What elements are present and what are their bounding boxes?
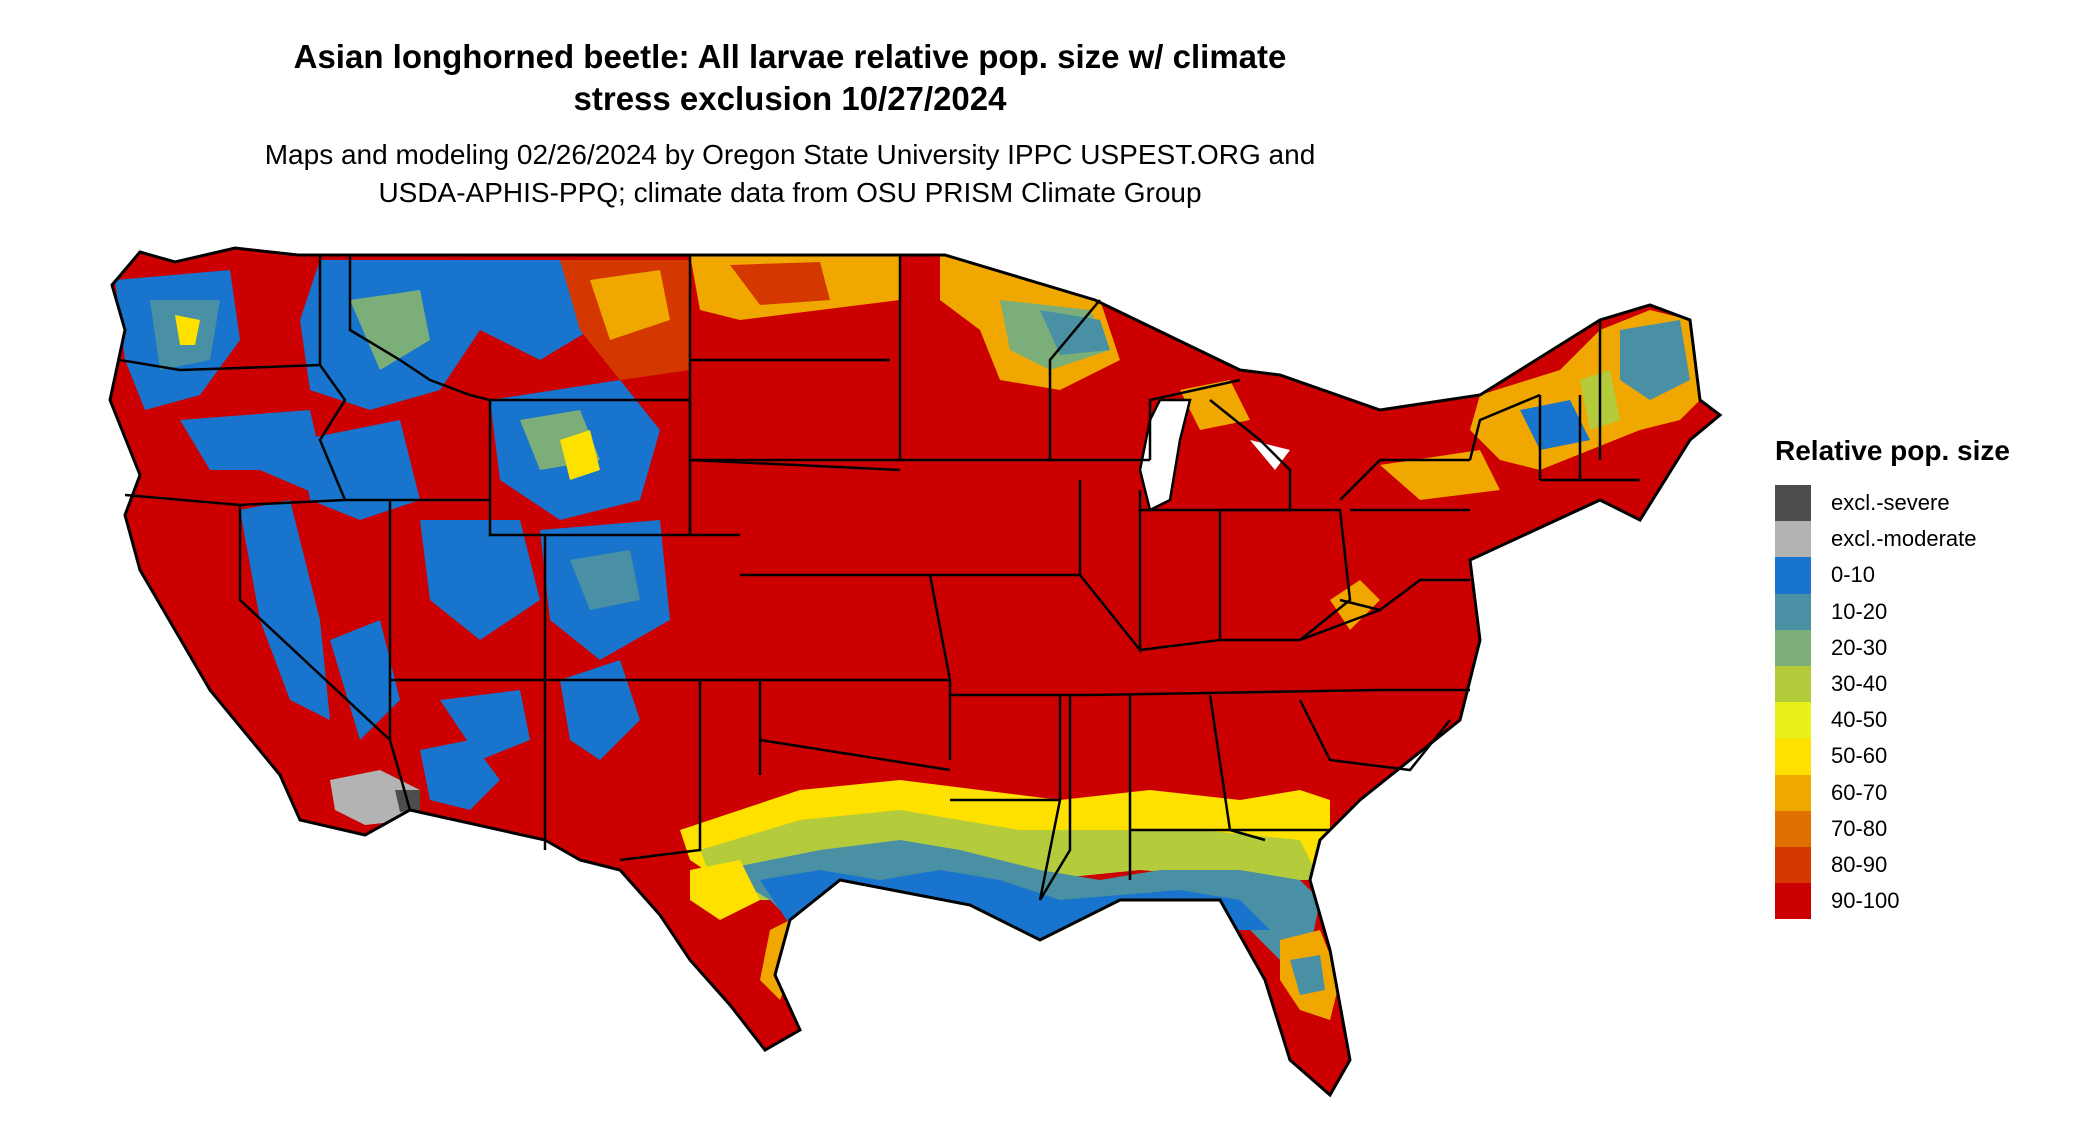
legend-label: 60-70 [1831,779,1888,805]
legend-label: 30-40 [1831,671,1888,697]
legend-swatch [1775,810,1811,847]
map-title-line2: stress exclusion 10/27/2024 [573,80,1007,117]
legend-swatch [1775,883,1811,920]
legend-item: 30-40 [1775,665,2010,703]
legend-swatch [1775,485,1811,522]
legend-label: 80-90 [1831,851,1888,877]
legend-label: 40-50 [1831,707,1888,733]
map-subtitle-line2: USDA-APHIS-PPQ; climate data from OSU PR… [378,177,1202,208]
legend-swatch [1775,738,1811,775]
map-title: Asian longhorned beetle: All larvae rela… [0,36,1580,120]
legend-swatch [1775,557,1811,594]
legend-item: 70-80 [1775,810,2010,847]
legend-item: excl.-severe [1775,485,2010,522]
legend-item: 60-70 [1775,774,2010,811]
map-fill-layer [110,248,1720,1095]
map-subtitle-line1: Maps and modeling 02/26/2024 by Oregon S… [264,139,1316,170]
legend-item: 80-90 [1775,846,2010,884]
legend-item: excl.-moderate [1775,521,2010,558]
legend-swatch [1775,774,1811,811]
legend-swatch [1775,702,1811,739]
legend-item: 40-50 [1775,702,2010,739]
legend-item: 50-60 [1775,738,2010,775]
legend-item: 0-10 [1775,557,2010,594]
legend-item: 20-30 [1775,629,2010,666]
map-subtitle: Maps and modeling 02/26/2024 by Oregon S… [0,136,1580,212]
legend-label: 70-80 [1831,815,1888,841]
legend-label: excl.-severe [1831,490,1950,516]
legend-label: 20-30 [1831,634,1888,660]
legend-label: 90-100 [1831,888,1900,914]
legend-item: 10-20 [1775,593,2010,630]
legend: Relative pop. size excl.-severe excl.-mod… [1775,435,2010,920]
legend-label: 10-20 [1831,598,1888,624]
legend-swatch [1775,593,1811,630]
legend-label: 50-60 [1831,743,1888,769]
legend-label: 0-10 [1831,562,1876,588]
legend-label: excl.-moderate [1831,526,1977,552]
legend-swatch [1775,521,1811,558]
map-title-line1: Asian longhorned beetle: All larvae rela… [293,38,1287,75]
state-borders [108,246,1723,1098]
legend-swatch [1775,665,1811,703]
legend-title: Relative pop. size [1775,435,2010,466]
legend-item: 90-100 [1775,883,2010,920]
legend-items: excl.-severe excl.-moderate 0-10 10-20 20-30… [1775,485,2010,920]
legend-swatch [1775,846,1811,884]
legend-swatch [1775,629,1811,666]
